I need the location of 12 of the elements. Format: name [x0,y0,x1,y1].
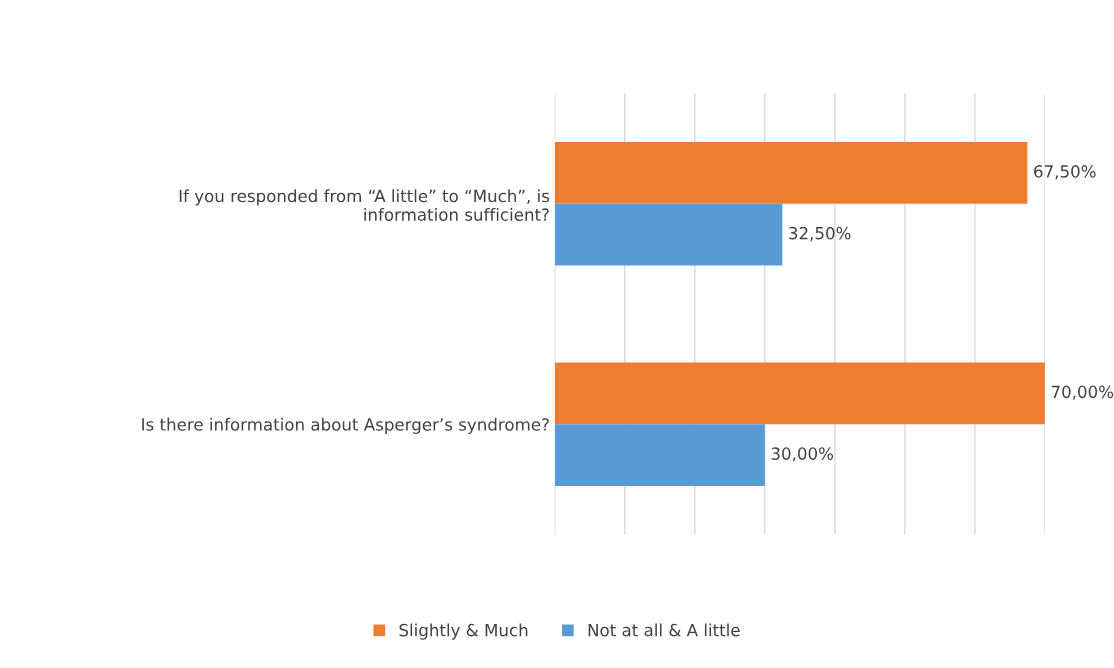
legend-label: Slightly & Much [399,623,528,640]
data-label: 32,50% [789,226,851,242]
bar [554,203,783,266]
y-tick-label: If you responded from “A little” to “Much”, is information sufficient? [179,189,550,221]
bar [554,424,765,486]
bar [554,142,1028,204]
legend-label: Not at all & A little [588,623,740,637]
data-label: 30,00% [771,447,834,462]
y-tick-label: Is there information about Asperger’s syndrome? [142,417,549,434]
data-label: 70,00% [1051,385,1114,400]
bar [554,362,1045,425]
data-label: 67,50% [1034,165,1096,180]
